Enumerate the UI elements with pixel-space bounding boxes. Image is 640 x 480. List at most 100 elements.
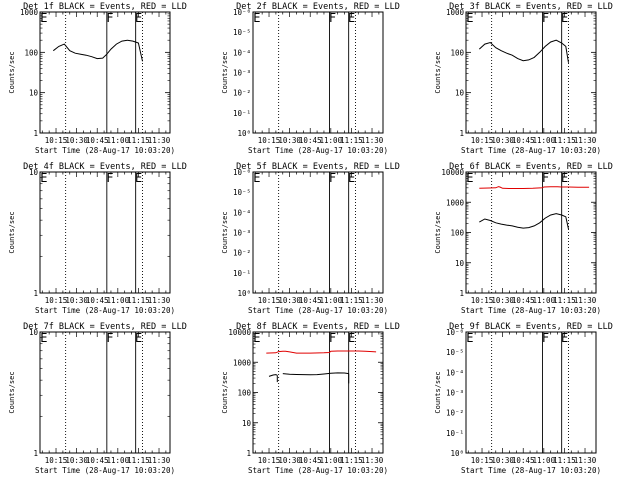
panel-title: Det 5f BLACK = Events, RED = LLD <box>236 162 400 172</box>
interval-flag-label: F <box>329 171 336 185</box>
y-axis-label: Counts/sec <box>434 51 442 93</box>
y-tick-label: 100 <box>237 389 251 398</box>
y-tick-label: 1 <box>33 289 38 298</box>
interval-flag-label: F <box>106 11 113 25</box>
x-tick-label: 11:30 <box>574 296 597 305</box>
x-tick-label: 11:30 <box>361 456 384 465</box>
x-tick-label: 11:30 <box>148 136 171 145</box>
x-tick-label: 11:00 <box>320 136 343 145</box>
y-tick-label: 10⁰ <box>237 129 251 138</box>
interval-flag-label: E <box>253 171 260 185</box>
x-tick-label: 11:30 <box>148 456 171 465</box>
interval-flag-label: E <box>40 171 47 185</box>
x-tick-label: 11:15 <box>553 296 576 305</box>
y-tick-label: 10⁻³ <box>233 229 251 238</box>
y-tick-label: 1000 <box>233 358 252 367</box>
x-tick-label: 10:30 <box>278 136 301 145</box>
x-tick-label: 10:45 <box>299 136 322 145</box>
y-tick-label: 1000 <box>20 8 39 17</box>
x-tick-label: 11:00 <box>107 296 130 305</box>
y-tick-label: 1 <box>459 129 464 138</box>
interval-flag-label: E <box>466 11 473 25</box>
x-axis-label: Start Time (28-Aug-17 10:03:20) <box>248 146 388 155</box>
x-tick-label: 11:15 <box>127 136 150 145</box>
x-tick-label: 10:15 <box>471 136 494 145</box>
y-tick-label: 10⁻² <box>233 89 251 98</box>
interval-flag-label: F <box>542 171 549 185</box>
x-tick-label: 11:15 <box>127 456 150 465</box>
y-tick-label: 100 <box>450 48 464 57</box>
x-tick-label: 10:15 <box>471 456 494 465</box>
x-axis-label: Start Time (28-Aug-17 10:03:20) <box>461 146 601 155</box>
x-tick-label: 10:15 <box>258 456 281 465</box>
y-tick-label: 10⁻⁶ <box>233 168 251 177</box>
series-line-events <box>479 213 569 230</box>
x-tick-label: 10:15 <box>45 136 68 145</box>
x-tick-label: 10:15 <box>45 296 68 305</box>
y-tick-label: 10⁻⁴ <box>233 208 251 217</box>
y-tick-label: 10⁻⁴ <box>233 48 251 57</box>
y-tick-label: 10 <box>29 328 39 337</box>
x-tick-label: 10:30 <box>491 456 514 465</box>
y-axis-label: Counts/sec <box>434 211 442 253</box>
y-tick-label: 10⁻¹ <box>233 109 251 118</box>
interval-flag-label: E <box>40 11 47 25</box>
x-tick-label: 10:45 <box>512 136 535 145</box>
interval-flag-label: F <box>329 11 336 25</box>
x-tick-label: 11:00 <box>533 296 556 305</box>
series-line-events <box>282 372 349 376</box>
x-tick-label: 10:45 <box>86 296 109 305</box>
y-axis-label: Counts/sec <box>221 371 229 413</box>
plot-frame <box>465 11 597 134</box>
x-axis-label: Start Time (28-Aug-17 10:03:20) <box>461 306 601 315</box>
x-tick-label: 10:30 <box>65 456 88 465</box>
y-tick-label: 10000 <box>441 168 464 177</box>
x-tick-label: 10:30 <box>65 296 88 305</box>
x-axis-label: Start Time (28-Aug-17 10:03:20) <box>35 146 175 155</box>
plot-frame <box>252 331 384 454</box>
x-tick-label: 10:45 <box>299 456 322 465</box>
y-axis-label: Counts/sec <box>221 51 229 93</box>
y-tick-label: 10⁻⁶ <box>233 8 251 17</box>
interval-flag-label: E <box>348 171 355 185</box>
x-tick-label: 11:30 <box>361 296 384 305</box>
y-tick-label: 10 <box>455 89 465 98</box>
plot-frame <box>39 11 171 134</box>
y-tick-label: 10⁰ <box>237 289 251 298</box>
x-tick-label: 11:15 <box>340 296 363 305</box>
x-tick-label: 11:00 <box>107 136 130 145</box>
y-tick-label: 10⁻² <box>446 409 464 418</box>
interval-flag-label: E <box>253 11 260 25</box>
x-tick-label: 11:00 <box>320 456 343 465</box>
x-tick-label: 10:45 <box>86 456 109 465</box>
x-tick-label: 10:30 <box>278 456 301 465</box>
y-tick-label: 10 <box>29 89 39 98</box>
y-tick-label: 10000 <box>228 328 251 337</box>
y-tick-label: 10⁰ <box>450 449 464 458</box>
y-tick-label: 1 <box>246 449 251 458</box>
y-tick-label: 10 <box>455 259 465 268</box>
x-tick-label: 10:30 <box>278 296 301 305</box>
interval-flag-label: F <box>106 331 113 345</box>
interval-flag-label: F <box>106 171 113 185</box>
series-line-lld <box>266 350 377 354</box>
x-tick-label: 11:30 <box>574 136 597 145</box>
panel-4: Det 4f BLACK = Events, RED = LLD 1 10 10:15… <box>8 162 187 315</box>
x-tick-label: 11:15 <box>553 456 576 465</box>
y-axis-label: Counts/sec <box>8 51 16 93</box>
panel-8: Det 8f BLACK = Events, RED = LLD 1 10 100 10… <box>221 322 400 475</box>
y-tick-label: 10⁻³ <box>233 69 251 78</box>
plot-frame <box>465 171 597 294</box>
interval-flag-label: E <box>348 11 355 25</box>
x-tick-label: 11:00 <box>533 136 556 145</box>
x-axis-label: Start Time (28-Aug-17 10:03:20) <box>461 466 601 475</box>
x-tick-label: 11:15 <box>340 456 363 465</box>
x-tick-label: 11:30 <box>574 456 597 465</box>
y-axis-label: Counts/sec <box>8 211 16 253</box>
panel-title: Det 6f BLACK = Events, RED = LLD <box>449 162 613 172</box>
x-axis-label: Start Time (28-Aug-17 10:03:20) <box>248 306 388 315</box>
x-tick-label: 11:15 <box>553 136 576 145</box>
x-tick-label: 11:00 <box>533 456 556 465</box>
x-tick-label: 10:30 <box>65 136 88 145</box>
